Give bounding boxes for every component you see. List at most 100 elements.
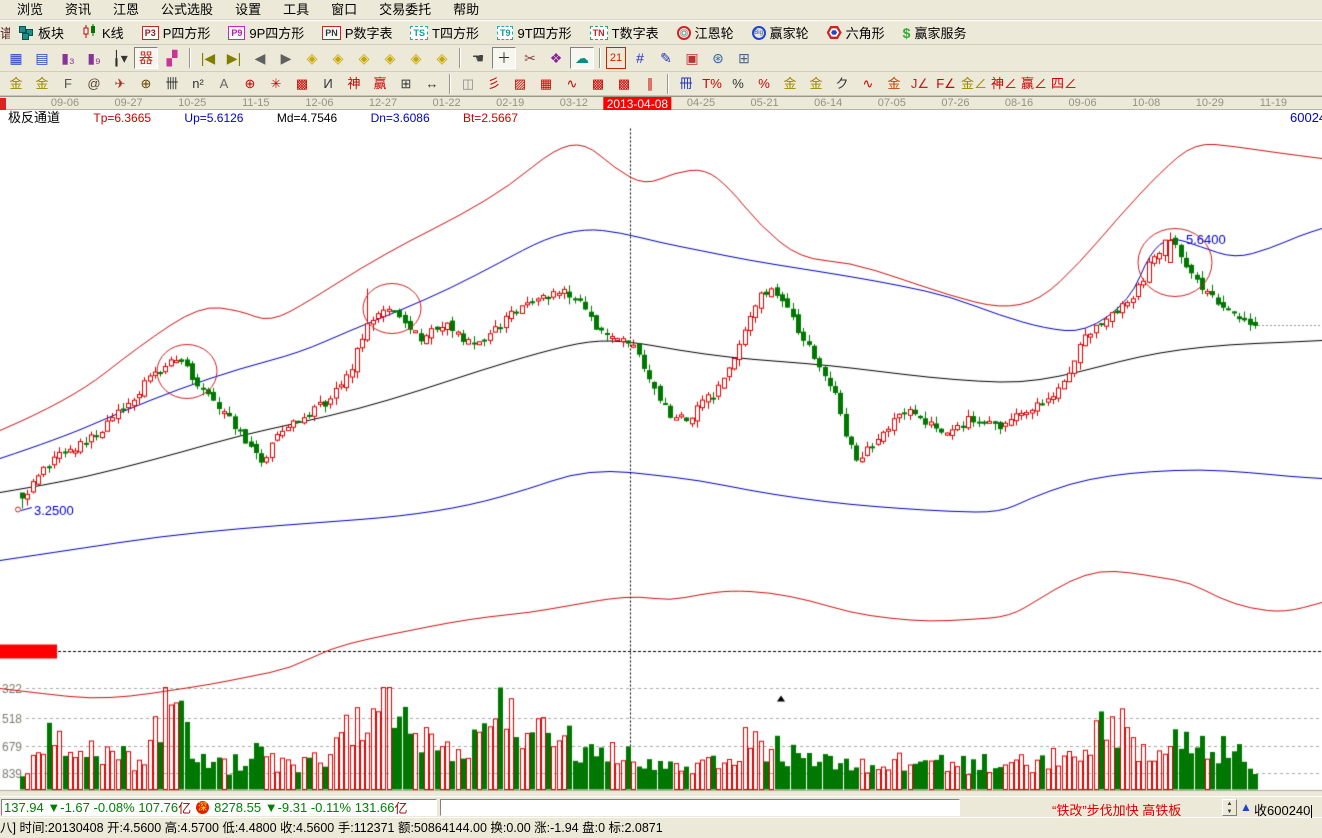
board-blocks-button[interactable]: 板块: [10, 21, 73, 44]
hand-drag-icon[interactable]: ☚: [471, 50, 485, 66]
volume-profile-icon[interactable]: ▞: [166, 50, 178, 66]
selected-date-tick[interactable]: 2013-04-08: [603, 97, 672, 111]
ruler-ticks-icon[interactable]: 卌: [165, 76, 179, 91]
menu-item-5[interactable]: 工具: [283, 2, 310, 17]
gold-lines-icon[interactable]: 金: [809, 76, 823, 91]
gold-red-icon[interactable]: 金: [887, 76, 901, 91]
date-tick-7[interactable]: 02-19: [496, 97, 525, 109]
p-square-button[interactable]: P3 P四方形: [133, 21, 220, 44]
menu-item-1[interactable]: 资讯: [65, 2, 92, 17]
date-tick-11[interactable]: 05-21: [750, 97, 779, 109]
candle-style-icon[interactable]: ╽▾: [112, 50, 128, 66]
j-angle-icon[interactable]: J∠: [910, 76, 930, 91]
menu-item-0[interactable]: 浏览: [17, 2, 44, 17]
chart-window-icon[interactable]: ▦: [9, 50, 23, 66]
fib-f-icon[interactable]: F: [64, 76, 72, 91]
gann-wheel-button[interactable]: 江恩轮: [668, 21, 743, 44]
pattern-view-icon[interactable]: 器: [134, 47, 158, 69]
date-tick-5[interactable]: 12-27: [368, 97, 398, 109]
spin-up-icon[interactable]: ▲: [1226, 801, 1233, 807]
date-tick-13[interactable]: 07-05: [877, 97, 906, 109]
date-tick-2[interactable]: 10-25: [178, 97, 207, 109]
keyboard-wizard-input[interactable]: 收600240: [1254, 800, 1313, 819]
date-tick-0[interactable]: 09-06: [50, 97, 80, 109]
date-tick-15[interactable]: 08-16: [1004, 97, 1034, 109]
frame-grid-icon[interactable]: ◫: [461, 76, 475, 91]
date-tick-19[interactable]: 11-19: [1259, 97, 1288, 109]
date-tick-14[interactable]: 07-26: [941, 97, 970, 109]
menu-item-8[interactable]: 帮助: [453, 2, 480, 17]
span-arrow-icon[interactable]: ↔: [425, 76, 439, 91]
kline-button[interactable]: K线: [73, 21, 133, 44]
date-tick-3[interactable]: 11-15: [242, 97, 270, 109]
t9-square-button[interactable]: T9 9T四方形: [488, 21, 581, 44]
measure-123-icon[interactable]: ⊞: [400, 76, 412, 91]
parallel-lines-icon[interactable]: ∥: [646, 76, 654, 91]
target-red-icon[interactable]: ⊕: [244, 76, 256, 91]
percent-icon[interactable]: %: [732, 76, 744, 91]
date-tick-1[interactable]: 09-27: [114, 97, 143, 109]
brush-icon[interactable]: ク: [835, 76, 849, 91]
menu-item-2[interactable]: 江恩: [113, 2, 140, 17]
zigzag-dots-icon[interactable]: ∿: [566, 76, 578, 91]
gold-angle-icon[interactable]: 金∠: [961, 76, 988, 91]
spiral-icon[interactable]: @: [87, 76, 101, 91]
date-tick-4[interactable]: 12-06: [305, 97, 334, 109]
ying-grid-icon[interactable]: 赢: [373, 76, 387, 91]
shen-grid-icon[interactable]: 神: [347, 76, 361, 91]
news-ticker[interactable]: “铁改”步伐加快 高铁板: [1052, 803, 1182, 818]
p-number-button[interactable]: PN P数字表: [313, 21, 401, 44]
date-tick-12[interactable]: 06-14: [814, 97, 843, 109]
save-icon[interactable]: ▣: [685, 50, 699, 66]
menu-item-3[interactable]: 公式选股: [161, 2, 214, 17]
n2-icon[interactable]: n²: [192, 76, 204, 91]
date-tick-18[interactable]: 10-29: [1195, 97, 1224, 109]
flower-grid-icon[interactable]: ❖: [549, 50, 563, 66]
kline-3-icon[interactable]: ▮₃: [61, 50, 75, 66]
date-tick-16[interactable]: 09-06: [1068, 97, 1097, 109]
diamond-shift-right-icon[interactable]: ◈: [332, 50, 344, 66]
next-page-icon[interactable]: ▶: [280, 50, 292, 66]
gold-grid2-icon[interactable]: 金: [35, 76, 49, 91]
diamond-shift-left-icon[interactable]: ◈: [306, 50, 318, 66]
wave-mark-icon[interactable]: И: [323, 76, 333, 91]
grid-b-icon[interactable]: ▩: [617, 76, 631, 91]
t-number-button[interactable]: TN T数字表: [581, 21, 668, 44]
percent-t-icon[interactable]: T%: [702, 76, 722, 91]
f-angle-icon[interactable]: F∠: [936, 76, 956, 91]
date-tick-8[interactable]: 03-12: [559, 97, 588, 109]
diamond-expand-all-icon[interactable]: ◈: [436, 50, 448, 66]
export-icon[interactable]: ⊛: [712, 50, 724, 66]
quote-info-icon[interactable]: ▤: [35, 50, 49, 66]
clipped-toolbar-item[interactable]: 谱: [0, 23, 10, 42]
speed-resist-icon[interactable]: 冊: [679, 76, 693, 91]
gann-fan-icon[interactable]: 彡: [487, 76, 501, 91]
shen-angle-icon[interactable]: 神∠: [991, 76, 1018, 91]
cloud-analyze-icon[interactable]: ☁: [570, 47, 594, 69]
print-icon[interactable]: ⊞: [738, 50, 750, 66]
chart-area[interactable]: [0, 126, 1322, 796]
mirror-angle-icon[interactable]: A: [219, 76, 229, 91]
si-angle-icon[interactable]: 四∠: [1051, 76, 1078, 91]
hexagon-button[interactable]: 六角形: [818, 21, 894, 44]
chart-canvas[interactable]: [0, 126, 1322, 796]
date-tick-17[interactable]: 10-08: [1132, 97, 1161, 109]
gold-circle-icon[interactable]: 金: [783, 76, 797, 91]
diamond-expand-h-icon[interactable]: ◈: [358, 50, 370, 66]
kline-9-icon[interactable]: ▮₉: [87, 50, 101, 66]
star-web-icon[interactable]: ✳: [270, 76, 282, 91]
winner-wheel-button[interactable]: Big 赢家轮: [743, 21, 818, 44]
last-page-icon[interactable]: ▶|: [226, 50, 242, 66]
calendar-21-icon[interactable]: 21: [606, 47, 626, 69]
gold-grid-icon[interactable]: 金: [9, 76, 23, 91]
prev-page-icon[interactable]: ◀: [254, 50, 266, 66]
first-page-icon[interactable]: |◀: [200, 50, 216, 66]
menu-item-6[interactable]: 窗口: [331, 2, 358, 17]
menu-item-7[interactable]: 交易委托: [379, 2, 432, 17]
calculator-icon[interactable]: #: [636, 50, 644, 66]
cut-icon[interactable]: ✂: [524, 50, 536, 66]
notes-icon[interactable]: ✎: [660, 50, 672, 66]
winner-service-button[interactable]: $ 赢家服务: [894, 21, 976, 44]
diamond-star-icon[interactable]: ◈: [410, 50, 422, 66]
crosshair-icon[interactable]: ＋: [492, 47, 516, 69]
